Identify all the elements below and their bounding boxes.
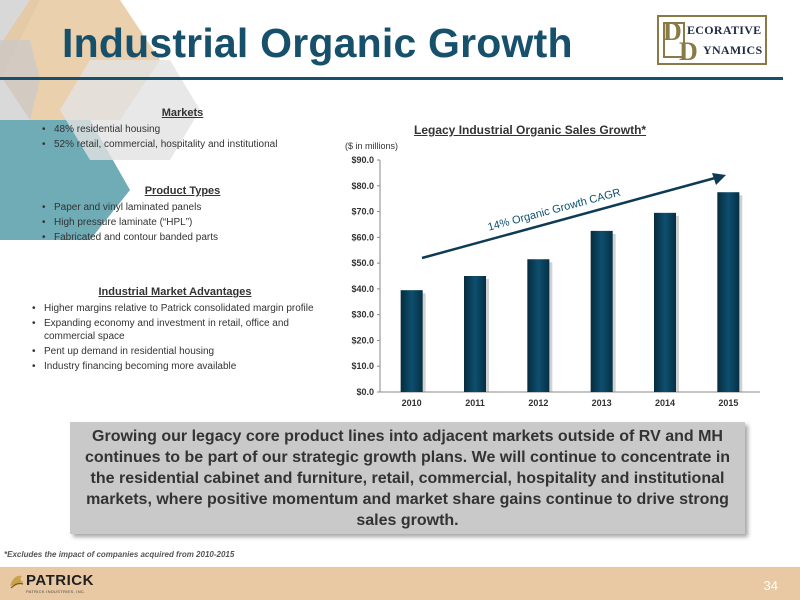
bar-2012 — [527, 259, 550, 392]
bar-2014 — [654, 212, 676, 392]
y-tick-label: $90.0 — [351, 155, 374, 165]
y-tick-label: $20.0 — [351, 335, 374, 345]
x-tick-label: 2012 — [528, 398, 548, 408]
patrick-tagline: PATRICK INDUSTRIES, INC. — [26, 589, 86, 594]
product-types-section: Product Types Paper and vinyl laminated … — [40, 185, 325, 246]
callout-box: Growing our legacy core product lines in… — [70, 422, 745, 534]
bar-2011 — [464, 276, 486, 392]
bar-2015 — [717, 192, 740, 392]
x-tick-label: 2015 — [718, 398, 738, 408]
markets-heading: Markets — [161, 107, 204, 119]
logo-word-2: YNAMICS — [703, 43, 763, 57]
x-tick-label: 2013 — [592, 398, 612, 408]
x-tick-label: 2010 — [402, 398, 422, 408]
y-tick-label: $10.0 — [351, 361, 374, 371]
y-tick-label: $30.0 — [351, 310, 374, 320]
title-divider — [0, 77, 783, 80]
page-title: Industrial Organic Growth — [62, 20, 573, 66]
logo-word-1: ECORATIVE — [687, 23, 762, 37]
patrick-wordmark: PATRICK — [26, 572, 94, 589]
product-types-heading: Product Types — [144, 185, 221, 197]
product-types-list: Paper and vinyl laminated panels High pr… — [40, 201, 325, 244]
bar-2013 — [590, 230, 613, 392]
y-tick-label: $0.0 — [356, 387, 374, 397]
y-tick-label: $70.0 — [351, 207, 374, 217]
list-item: Fabricated and contour banded parts — [40, 231, 325, 244]
bar-2010 — [400, 290, 423, 392]
logo-frame — [663, 22, 685, 58]
advantages-heading: Industrial Market Advantages — [98, 286, 252, 298]
x-tick-label: 2014 — [655, 398, 675, 408]
logo-initial-1: D — [663, 17, 682, 46]
x-tick-label: 2011 — [465, 398, 485, 408]
list-item: Industry financing becoming more availab… — [30, 360, 320, 373]
markets-section: Markets 48% residential housing 52% reta… — [40, 107, 325, 153]
advantages-list: Higher margins relative to Patrick conso… — [30, 302, 320, 373]
y-tick-label: $60.0 — [351, 232, 374, 242]
footer-band — [0, 567, 800, 600]
logo-initial-2: D — [679, 37, 698, 66]
page-number: 34 — [763, 578, 778, 593]
markets-list: 48% residential housing 52% retail, comm… — [40, 123, 325, 151]
list-item: Pent up demand in residential housing — [30, 345, 320, 358]
y-tick-label: $40.0 — [351, 284, 374, 294]
y-tick-label: $50.0 — [351, 258, 374, 268]
y-tick-label: $80.0 — [351, 181, 374, 191]
chart-title: Legacy Industrial Organic Sales Growth* — [414, 123, 647, 137]
footnote: *Excludes the impact of companies acquir… — [4, 550, 235, 559]
growth-arrow-line — [421, 176, 716, 260]
advantages-section: Industrial Market Advantages Higher marg… — [30, 286, 320, 375]
list-item: Higher margins relative to Patrick conso… — [30, 302, 320, 315]
list-item: Expanding economy and investment in reta… — [30, 317, 320, 343]
sales-bar-chart: $0.0 $10.0 $20.0 $30.0 $40.0 $50.0 $60.0 $70.0 $… — [351, 155, 760, 408]
list-item: High pressure laminate (“HPL”) — [40, 216, 325, 229]
patrick-flag-icon — [10, 575, 24, 589]
callout-text: Growing our legacy core product lines in… — [84, 427, 731, 529]
list-item: Paper and vinyl laminated panels — [40, 201, 325, 214]
list-item: 52% retail, commercial, hospitality and … — [40, 138, 325, 151]
decorative-dynamics-logo: D D ECORATIVE YNAMICS — [657, 15, 767, 66]
list-item: 48% residential housing — [40, 123, 325, 136]
chart-unit-label: ($ in millions) — [345, 141, 399, 151]
growth-arrow-head — [712, 173, 726, 185]
